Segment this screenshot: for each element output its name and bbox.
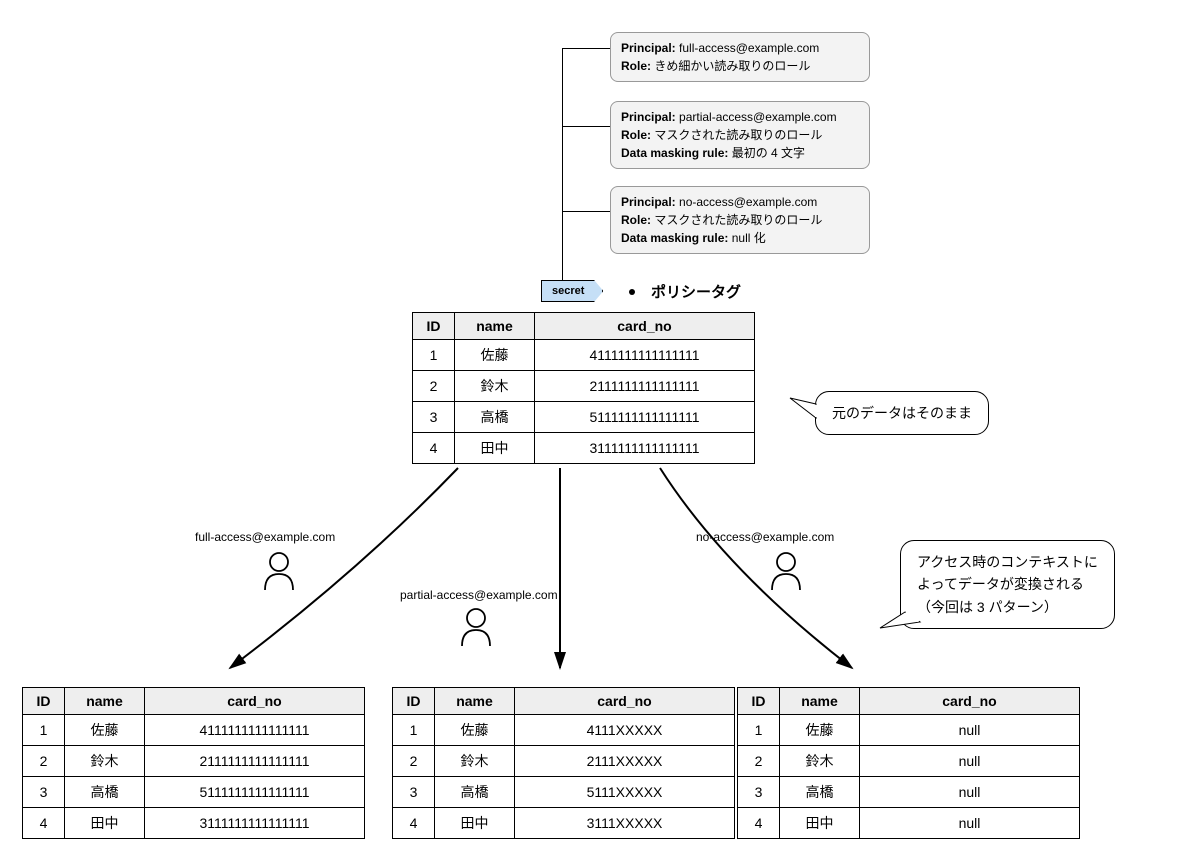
user-label-full: full-access@example.com xyxy=(195,530,335,544)
role-value: マスクされた読み取りのロール xyxy=(654,213,822,227)
callout-context-line1: アクセス時のコンテキストに xyxy=(917,551,1098,573)
col-header-card: card_no xyxy=(145,688,365,715)
table-row: 4田中null xyxy=(738,808,1080,839)
table-row: 1佐藤4111111111111111 xyxy=(413,340,755,371)
result-table-none: ID name card_no 1佐藤null 2鈴木null 3高橋null … xyxy=(737,687,1080,839)
table-row: 1佐藤4111111111111111 xyxy=(23,715,365,746)
col-header-card: card_no xyxy=(535,313,755,340)
user-icon xyxy=(772,553,800,590)
masking-value: null 化 xyxy=(732,231,766,245)
principal-value: full-access@example.com xyxy=(679,41,819,55)
table-row: 2鈴木null xyxy=(738,746,1080,777)
connector-to-policy-2 xyxy=(562,126,610,127)
policy-box-no-access: Principal: no-access@example.com Role: マ… xyxy=(610,186,870,254)
dot-icon xyxy=(629,289,635,295)
table-row: 2鈴木2111111111111111 xyxy=(23,746,365,777)
col-header-card: card_no xyxy=(860,688,1080,715)
user-label-none: no-access@example.com xyxy=(696,530,834,544)
table-row: 3高橋5111111111111111 xyxy=(23,777,365,808)
connector-to-policy-3 xyxy=(562,211,610,212)
user-icon xyxy=(462,609,490,646)
callout-original-text: 元のデータはそのまま xyxy=(832,405,972,421)
user-icon xyxy=(265,553,293,590)
connector-to-policy-1 xyxy=(562,48,610,49)
callout-context-line3: （今回は 3 パターン） xyxy=(917,596,1098,618)
col-header-name: name xyxy=(455,313,535,340)
callout-original: 元のデータはそのまま xyxy=(815,391,989,435)
policy-tag-label: ポリシータグ xyxy=(651,281,741,302)
principal-value: no-access@example.com xyxy=(679,195,817,209)
source-table: ID name card_no 1佐藤4111111111111111 2鈴木2… xyxy=(412,312,755,464)
col-header-id: ID xyxy=(413,313,455,340)
role-label: Role: xyxy=(621,59,651,73)
role-label: Role: xyxy=(621,213,651,227)
policy-box-full-access: Principal: full-access@example.com Role:… xyxy=(610,32,870,82)
col-header-name: name xyxy=(435,688,515,715)
col-header-name: name xyxy=(65,688,145,715)
table-row: 4田中3111111111111111 xyxy=(23,808,365,839)
result-table-partial: ID name card_no 1佐藤4111XXXXX 2鈴木2111XXXX… xyxy=(392,687,735,839)
table-row: 2鈴木2111111111111111 xyxy=(413,371,755,402)
callout-context-line2: よってデータが変換される xyxy=(917,573,1098,595)
callout-context: アクセス時のコンテキストに よってデータが変換される （今回は 3 パターン） xyxy=(900,540,1115,629)
table-row: 3高橋5111XXXXX xyxy=(393,777,735,808)
callout-tail-original xyxy=(790,398,816,418)
role-value: きめ細かい読み取りのロール xyxy=(654,59,810,73)
table-row: 1佐藤4111XXXXX xyxy=(393,715,735,746)
table-row: 1佐藤null xyxy=(738,715,1080,746)
col-header-id: ID xyxy=(393,688,435,715)
result-table-full: ID name card_no 1佐藤4111111111111111 2鈴木2… xyxy=(22,687,365,839)
principal-label: Principal: xyxy=(621,41,676,55)
policy-tag-secret: secret xyxy=(541,280,603,302)
principal-value: partial-access@example.com xyxy=(679,110,837,124)
masking-label: Data masking rule: xyxy=(621,231,728,245)
masking-value: 最初の 4 文字 xyxy=(732,146,805,160)
col-header-name: name xyxy=(780,688,860,715)
arrow-to-none xyxy=(660,468,852,668)
principal-label: Principal: xyxy=(621,110,676,124)
table-row: 3高橋5111111111111111 xyxy=(413,402,755,433)
user-label-partial: partial-access@example.com xyxy=(400,588,558,602)
table-row: 4田中3111111111111111 xyxy=(413,433,755,464)
arrow-to-full xyxy=(230,468,458,668)
table-row: 3高橋null xyxy=(738,777,1080,808)
principal-label: Principal: xyxy=(621,195,676,209)
role-label: Role: xyxy=(621,128,651,142)
table-row: 4田中3111XXXXX xyxy=(393,808,735,839)
table-row: 2鈴木2111XXXXX xyxy=(393,746,735,777)
policy-box-partial-access: Principal: partial-access@example.com Ro… xyxy=(610,101,870,169)
col-header-card: card_no xyxy=(515,688,735,715)
connector-main xyxy=(562,48,563,280)
col-header-id: ID xyxy=(23,688,65,715)
col-header-id: ID xyxy=(738,688,780,715)
role-value: マスクされた読み取りのロール xyxy=(654,128,822,142)
masking-label: Data masking rule: xyxy=(621,146,728,160)
tag-text: secret xyxy=(552,285,584,297)
